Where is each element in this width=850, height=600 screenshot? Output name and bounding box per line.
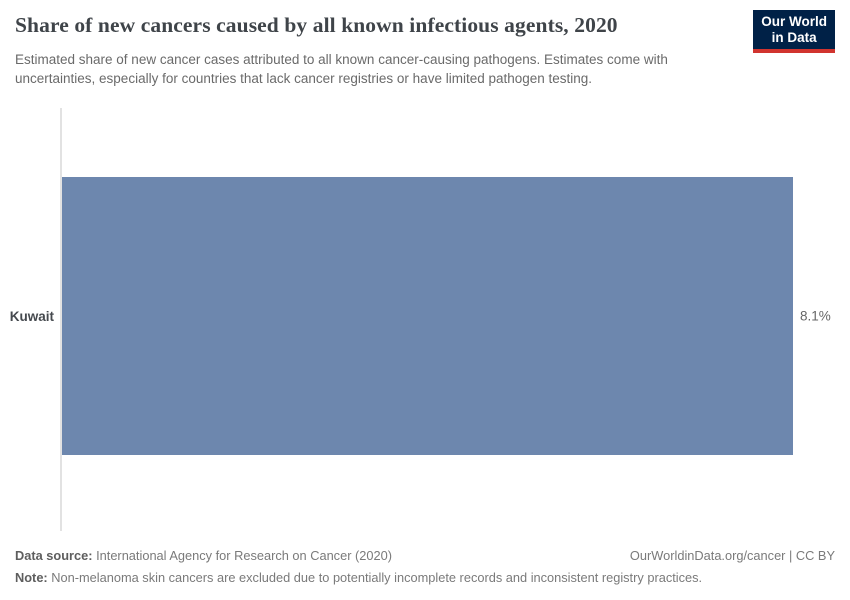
footer-source-label: Data source: <box>15 548 93 563</box>
chart-title: Share of new cancers caused by all known… <box>15 13 618 37</box>
footer-note-text: Non-melanoma skin cancers are excluded d… <box>47 570 703 585</box>
footer-note-label: Note: <box>15 570 48 585</box>
entity-label-kuwait[interactable]: Kuwait <box>9 309 54 324</box>
footer-source-row: Data source: International Agency for Re… <box>15 548 835 563</box>
owid-logo[interactable]: Our World in Data <box>753 10 835 53</box>
chart-footer: Data source: International Agency for Re… <box>15 548 835 585</box>
plot-area: 8.1% <box>62 177 831 455</box>
footer-credit-link[interactable]: OurWorldinData.org/cancer | CC BY <box>629 548 835 563</box>
owid-logo-line2: in Data <box>771 30 817 45</box>
y-axis-line <box>60 108 62 531</box>
chart-subtitle: Estimated share of new cancer cases attr… <box>15 52 668 86</box>
owid-logo-line1: Our World <box>761 14 827 29</box>
bar-value-label: 8.1% <box>800 308 831 324</box>
bar-kuwait[interactable] <box>62 177 793 455</box>
footer-source: Data source: International Agency for Re… <box>15 548 392 563</box>
footer-note-row: Note: Non-melanoma skin cancers are excl… <box>15 570 835 585</box>
footer-source-text: International Agency for Research on Can… <box>92 548 393 563</box>
